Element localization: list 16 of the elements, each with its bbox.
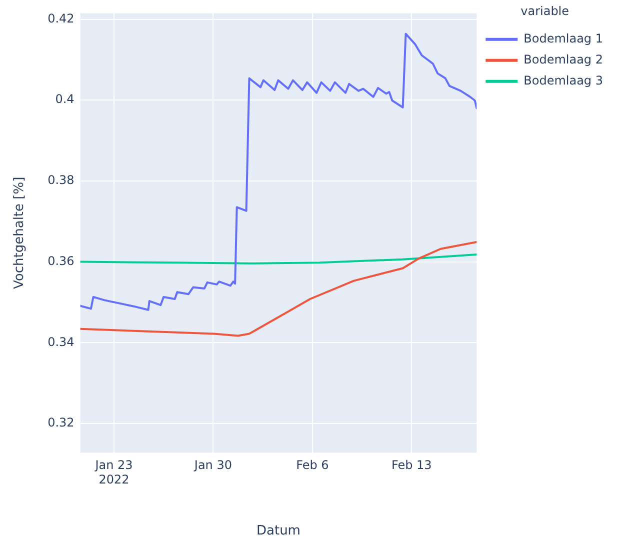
y-tick-label: 0.4 xyxy=(55,92,74,106)
legend-label: Bodemlaag 1 xyxy=(524,32,604,46)
y-tick-label: 0.42 xyxy=(48,11,74,26)
x-tick-label: Feb 6 xyxy=(296,458,329,472)
x-tick-label: Jan 30 xyxy=(193,458,232,472)
y-tick-label: 0.34 xyxy=(48,334,74,349)
legend-title: variable xyxy=(520,4,570,18)
x-tick-label: Feb 13 xyxy=(391,458,432,472)
y-tick-label: 0.36 xyxy=(48,254,74,268)
y-axis-title: Vochtgehalte [%] xyxy=(12,176,28,289)
x-axis-title: Datum xyxy=(256,524,300,539)
y-tick-label: 0.32 xyxy=(48,416,74,430)
legend-label: Bodemlaag 2 xyxy=(524,52,604,67)
legend-label: Bodemlaag 3 xyxy=(524,74,604,88)
x-tick-label: Jan 23 2022 xyxy=(94,458,133,486)
y-tick-label: 0.38 xyxy=(48,173,74,188)
